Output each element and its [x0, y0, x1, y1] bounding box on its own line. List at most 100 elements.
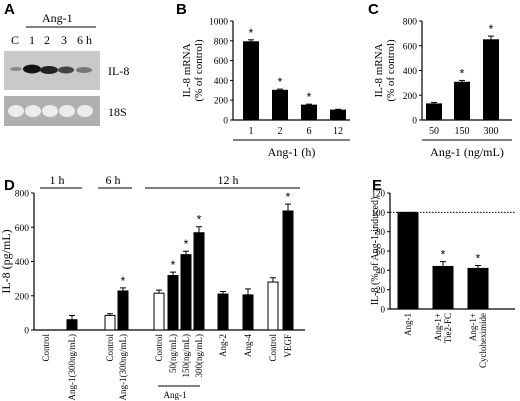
- bar: [104, 314, 116, 331]
- il8-band-control: [10, 67, 22, 71]
- significance-star: *: [460, 66, 465, 80]
- bar: [432, 265, 454, 310]
- significance-star: *: [184, 237, 189, 251]
- panel-a-letter: A: [4, 1, 15, 18]
- x-tick-label: 1: [249, 126, 254, 137]
- panel-e-letter: E: [372, 177, 382, 194]
- x-tick-label: Ang-1(300ng/mL): [67, 334, 77, 401]
- ang1-dose-bracket-label: Ang-1: [164, 390, 187, 400]
- y-tick-label: 0: [223, 117, 228, 127]
- y-tick-label: 600: [15, 224, 30, 234]
- time-group-12h: 12 h: [218, 173, 239, 187]
- gel-lane-labels: C 1 2 3 6 h: [11, 33, 92, 47]
- y-axis-label: IL-8 (pg/mL): [0, 229, 13, 293]
- x-tick-label: Ang-1(300ng/mL): [118, 334, 128, 401]
- significance-star: *: [489, 22, 494, 36]
- bar: [330, 109, 346, 121]
- chart-panel-b: 0 200 400 600 800 1000 IL-8 mRNA (% of control)…: [181, 18, 350, 159]
- lane-label: C: [11, 33, 19, 47]
- x-tick-label: 6: [307, 126, 312, 137]
- y-tick-label: 400: [214, 77, 229, 87]
- band-label-il8: IL-8: [108, 64, 129, 78]
- x-tick-label: Control: [268, 334, 278, 362]
- band-label-18s: 18S: [108, 105, 127, 119]
- x-axis-label: Ang-1 (ng/mL): [430, 145, 504, 159]
- x-tick-label: 50: [429, 126, 439, 137]
- y-tick-label: 400: [403, 67, 418, 77]
- y-tick-label: 0: [24, 327, 29, 337]
- bar: [454, 81, 470, 121]
- y-tick-label: 0: [381, 305, 386, 315]
- bar: [117, 290, 129, 331]
- x-tick-label: Tie2-FC: [443, 313, 453, 343]
- bar: [426, 103, 442, 121]
- y-tick-label: 200: [214, 97, 229, 107]
- significance-star: *: [197, 213, 202, 227]
- x-tick-label: 2: [278, 126, 283, 137]
- y-tick-label: 60: [376, 247, 386, 257]
- il8-band-1h: [23, 64, 41, 74]
- y-tick-label: 200: [403, 92, 418, 102]
- y-tick-label: 100: [372, 208, 386, 218]
- bar: [282, 210, 294, 331]
- panel-c-letter: C: [368, 1, 379, 18]
- y-axis-label: (% of control): [385, 39, 397, 102]
- bar: [267, 281, 279, 331]
- gel-treatment-label: Ang-1: [42, 11, 73, 25]
- y-tick-label: 20: [376, 285, 386, 295]
- bar: [153, 292, 165, 331]
- y-tick-label: 800: [15, 190, 30, 200]
- y-axis-label: IL-8 (% of Ang-1-induced): [370, 197, 381, 306]
- x-tick-label: 300(ng/mL): [194, 334, 204, 378]
- y-tick-label: 400: [15, 258, 30, 268]
- panel-b-letter: B: [176, 1, 187, 18]
- bar: [217, 293, 229, 331]
- x-tick-label: VEGF: [283, 334, 293, 358]
- x-axis-label: Ang-1 (h): [268, 145, 316, 159]
- bar: [301, 104, 317, 121]
- y-tick-label: 120: [372, 189, 386, 199]
- bar: [243, 41, 259, 121]
- y-tick-label: 0: [412, 117, 417, 127]
- x-tick-label: Control: [154, 334, 164, 362]
- significance-star: *: [171, 258, 176, 272]
- x-tick-label: 50(ng/mL): [168, 334, 178, 373]
- il8-band-6h: [76, 67, 92, 73]
- rrna-band: [25, 105, 41, 117]
- x-tick-label: Control: [105, 334, 115, 362]
- significance-star: *: [249, 26, 254, 40]
- y-tick-label: 200: [15, 292, 30, 302]
- bar: [397, 211, 419, 310]
- lane-label: 1: [29, 33, 35, 47]
- y-tick-label: 1000: [209, 18, 228, 28]
- rrna-band: [77, 105, 93, 117]
- rrna-band: [8, 105, 24, 117]
- lane-label: 3: [61, 33, 67, 47]
- bar: [272, 89, 288, 121]
- y-tick-label: 800: [214, 37, 229, 47]
- time-group-6h: 6 h: [106, 173, 121, 187]
- x-tick-label: Control: [41, 334, 51, 362]
- bar: [66, 319, 78, 331]
- il8-band-3h: [58, 66, 74, 74]
- y-tick-label: 600: [214, 57, 229, 67]
- rrna-band: [42, 105, 58, 117]
- panel-d-letter: D: [4, 177, 15, 194]
- bar: [483, 39, 499, 121]
- lane-label: 2: [44, 33, 50, 47]
- panel-d-time-groups: 1 h 6 h 12 h: [40, 173, 300, 189]
- x-tick-label: Ang-4: [243, 334, 253, 357]
- panel-a: A Ang-1 C 1 2 3 6 h IL-8 18S: [4, 1, 129, 126]
- significance-star: *: [121, 274, 126, 288]
- significance-star: *: [441, 248, 446, 262]
- lane-label: 6 h: [77, 33, 92, 47]
- x-tick-label: Ang-2: [218, 334, 228, 357]
- bar: [180, 254, 192, 331]
- x-tick-label: 12: [333, 126, 343, 137]
- x-tick-label: Ang-1+: [433, 313, 443, 341]
- x-tick-label: 150(ng/mL): [181, 334, 191, 378]
- x-tick-label: 300: [484, 126, 499, 137]
- y-tick-label: 40: [376, 266, 386, 276]
